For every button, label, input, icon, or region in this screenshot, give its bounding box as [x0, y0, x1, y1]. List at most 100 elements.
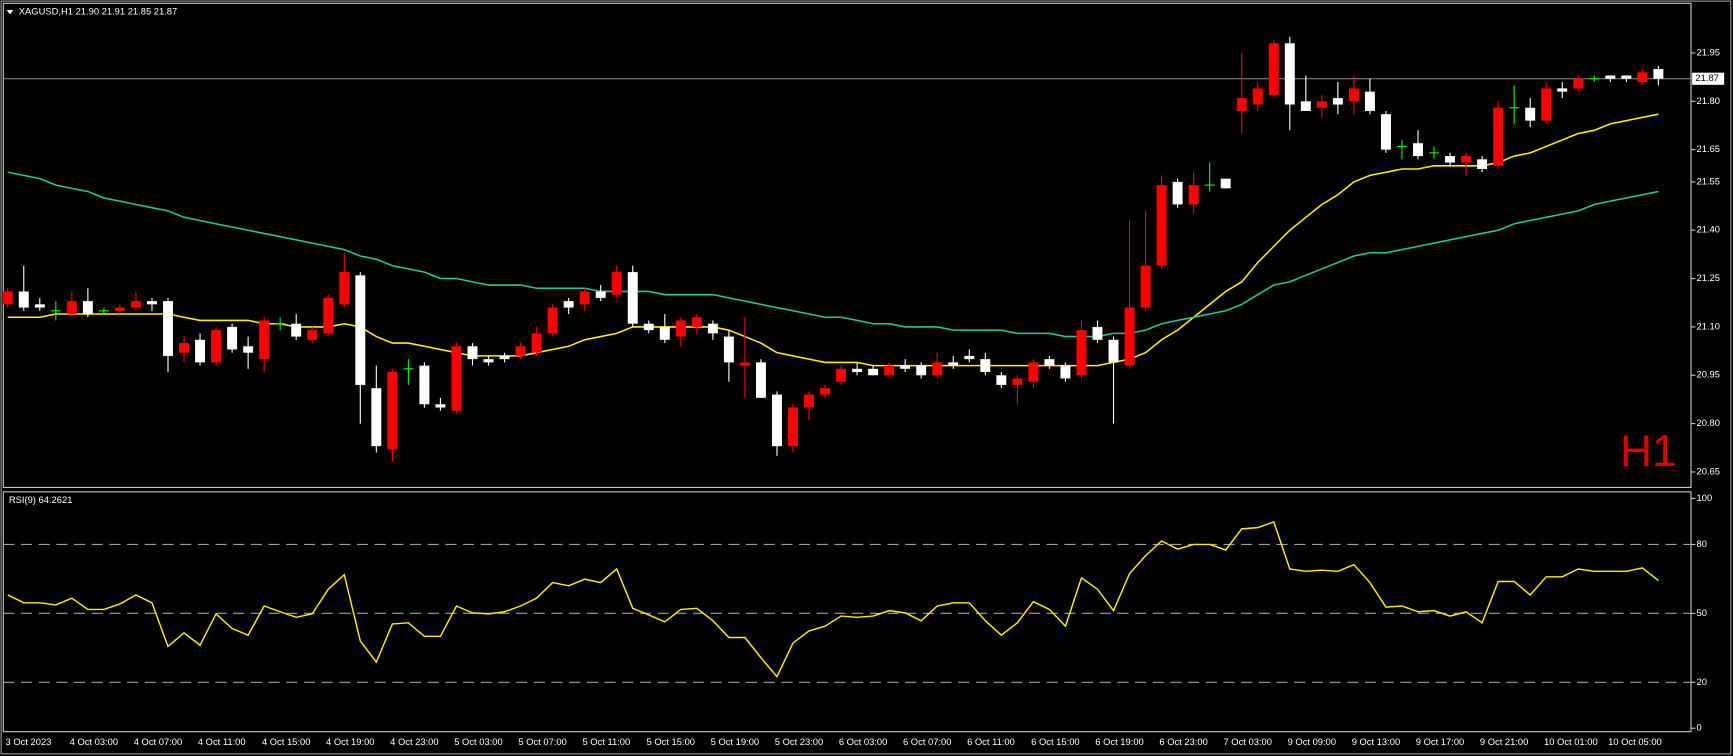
x-tick-label: 5 Oct 15:00	[647, 736, 695, 747]
candle-body	[755, 362, 766, 398]
candle-body	[1573, 78, 1584, 89]
candle-body	[146, 301, 157, 305]
x-tick-label: 4 Oct 07:00	[134, 736, 182, 747]
y-tick-label: 21.10	[1697, 320, 1720, 331]
candle-body	[1220, 178, 1231, 189]
candle-body	[675, 320, 686, 337]
candle-body	[1172, 181, 1183, 205]
candle-body	[772, 394, 782, 447]
x-tick-label: 4 Oct 19:00	[326, 736, 374, 747]
candle-body	[195, 339, 206, 363]
candle-body	[291, 323, 302, 337]
x-tick-label: 5 Oct 07:00	[518, 736, 566, 747]
candle-body	[483, 359, 494, 363]
x-tick-label: 6 Oct 23:00	[1159, 736, 1207, 747]
candle-body	[259, 320, 270, 360]
rsi-title: RSI(9) 64.2621	[9, 494, 73, 505]
candle-body	[1060, 365, 1071, 379]
x-tick-label: 4 Oct 03:00	[70, 736, 118, 747]
candle-body	[1300, 101, 1311, 111]
y-tick-label: 20	[1697, 676, 1707, 687]
last-price-box	[1692, 72, 1725, 85]
x-tick-label: 5 Oct 19:00	[711, 736, 759, 747]
candle-body	[1140, 265, 1151, 308]
candle-body	[130, 301, 141, 308]
candle-body	[34, 304, 45, 308]
rsi-panel-frame	[2, 491, 1692, 733]
x-tick-label: 10 Oct 05:00	[1608, 736, 1662, 747]
candle-body	[1525, 107, 1536, 121]
y-tick-label: 21.80	[1697, 95, 1720, 106]
candle-body	[355, 275, 366, 385]
candle-body	[804, 394, 815, 408]
candle-body	[1493, 107, 1504, 166]
candle-body	[900, 365, 911, 369]
candle-body	[451, 346, 462, 411]
moving-average	[7, 113, 1659, 367]
candle-body	[1621, 75, 1632, 79]
candle-body	[563, 301, 574, 308]
candle-body	[836, 368, 847, 382]
candle-body	[1284, 43, 1295, 105]
candle-body	[1044, 359, 1055, 366]
timeframe-annotation: H1	[1620, 427, 1677, 476]
candle-body	[1413, 143, 1423, 157]
x-tick-label: 9 Oct 21:00	[1480, 736, 1528, 747]
y-tick-label: 20.80	[1697, 417, 1720, 428]
main-panel-frame	[2, 2, 1692, 488]
x-tick-label: 6 Oct 19:00	[1095, 736, 1143, 747]
candle-body	[964, 355, 975, 360]
x-tick-label: 3 Oct 2023	[6, 736, 52, 747]
candle-body	[1637, 72, 1648, 82]
candle-body	[643, 323, 654, 331]
x-tick-label: 9 Oct 17:00	[1416, 736, 1464, 747]
y-tick-label: 21.55	[1697, 175, 1720, 186]
last-price-label: 21.87	[1695, 72, 1718, 83]
candle-body	[1364, 91, 1375, 111]
candle-body	[243, 346, 254, 353]
candle-body	[627, 272, 638, 324]
chart-title: XAGUSD,H1 21.90 21.91 21.85 21.87	[19, 6, 177, 17]
candle-body	[1541, 88, 1552, 121]
y-tick-label: 21.40	[1697, 224, 1720, 235]
candle-body	[2, 291, 13, 305]
x-tick-label: 6 Oct 11:00	[967, 736, 1015, 747]
candle-body	[227, 326, 238, 350]
x-tick-label: 5 Oct 11:00	[582, 736, 630, 747]
candle-body	[1557, 88, 1568, 92]
candle-body	[884, 365, 895, 376]
x-tick-label: 7 Oct 03:00	[1223, 736, 1271, 747]
x-tick-label: 4 Oct 23:00	[390, 736, 438, 747]
y-tick-label: 21.25	[1697, 272, 1720, 283]
candle-body	[739, 362, 750, 366]
candle-body	[179, 343, 189, 353]
menu-triangle	[6, 9, 14, 15]
candle-body	[1188, 185, 1199, 205]
candle-body	[18, 291, 29, 308]
candle-body	[1028, 362, 1039, 382]
candle-body	[1092, 326, 1103, 340]
candle-body	[371, 388, 382, 447]
y-tick-label: 20.65	[1697, 465, 1720, 476]
x-tick-label: 4 Oct 11:00	[198, 736, 246, 747]
rsi-line	[7, 520, 1659, 679]
candle-body	[435, 404, 446, 408]
y-tick-label: 50	[1697, 607, 1707, 618]
candle-body	[499, 355, 510, 360]
candle-body	[948, 362, 959, 366]
y-tick-label: 20.95	[1697, 369, 1720, 380]
candle-body	[1124, 307, 1135, 366]
candle-body	[307, 330, 318, 340]
candle-body	[531, 333, 542, 353]
candle-body	[996, 375, 1007, 385]
candle-body	[1236, 98, 1247, 111]
candle-body	[1268, 43, 1279, 95]
candle-body	[595, 291, 606, 298]
candle-body	[387, 372, 398, 450]
candle-body	[1076, 330, 1087, 376]
candle-body	[916, 365, 927, 376]
x-tick-label: 9 Oct 09:00	[1288, 736, 1336, 747]
candle-body	[1108, 339, 1119, 363]
